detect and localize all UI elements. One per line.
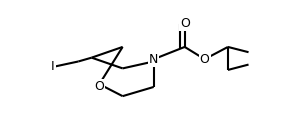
- Text: N: N: [149, 53, 158, 66]
- Text: O: O: [94, 80, 104, 93]
- Text: O: O: [200, 53, 210, 66]
- Text: I: I: [51, 60, 55, 73]
- Text: O: O: [180, 17, 190, 30]
